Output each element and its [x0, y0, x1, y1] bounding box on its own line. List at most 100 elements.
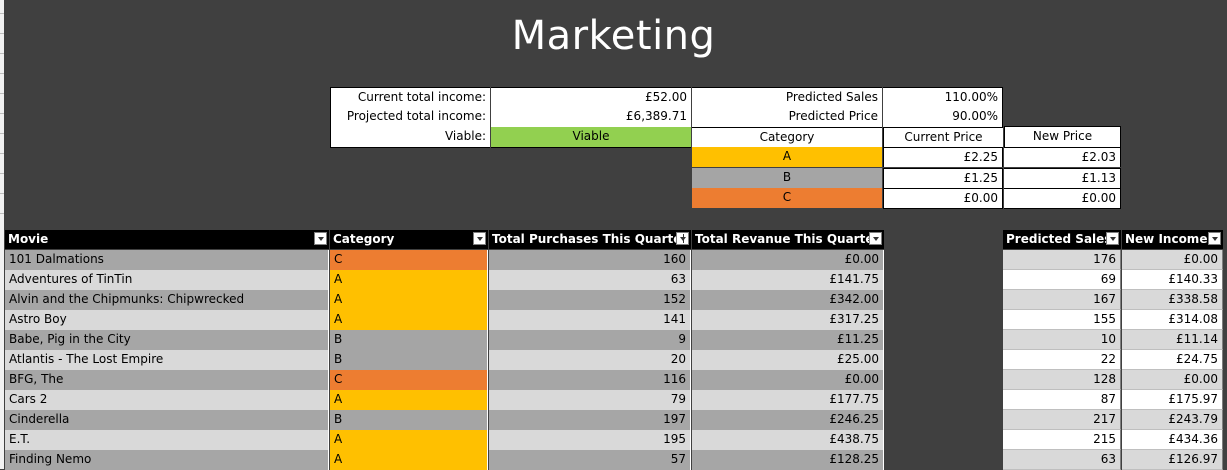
new-income-cell[interactable]: £140.33 [1122, 270, 1223, 290]
predicted-sales-cell[interactable]: 176 [1003, 250, 1121, 270]
revenue-cell[interactable]: £317.25 [692, 310, 884, 330]
predicted-price-value[interactable]: 90.00% [883, 107, 1003, 127]
predicted-sales-cell[interactable]: 128 [1003, 370, 1121, 390]
revenue-cell[interactable]: £25.00 [692, 350, 884, 370]
predicted-sales-cell[interactable]: 87 [1003, 390, 1121, 410]
movie-title-cell[interactable]: Astro Boy [5, 310, 329, 330]
viable-label[interactable]: Viable: [330, 127, 490, 148]
movie-title-cell[interactable]: Finding Nemo [5, 450, 329, 470]
predicted-sales-label[interactable]: Predicted Sales [692, 87, 882, 107]
predicted-sales-cell[interactable]: 22 [1003, 350, 1121, 370]
category-cell[interactable]: B [330, 330, 488, 350]
purchases-cell[interactable]: 197 [489, 410, 691, 430]
revenue-cell[interactable]: £0.00 [692, 370, 884, 390]
revenue-cell[interactable]: £342.00 [692, 290, 884, 310]
purchases-cell[interactable]: 9 [489, 330, 691, 350]
new-income-cell[interactable]: £314.08 [1122, 310, 1223, 330]
column-header-new-income[interactable]: New Income [1122, 230, 1223, 249]
purchases-cell[interactable]: 152 [489, 290, 691, 310]
viable-value[interactable]: Viable [491, 127, 691, 148]
price-row-c-category[interactable]: C [692, 188, 882, 208]
price-header-new[interactable]: New Price [1004, 126, 1121, 147]
predicted-sales-value[interactable]: 110.00% [883, 87, 1003, 107]
predicted-sales-cell[interactable]: 167 [1003, 290, 1121, 310]
price-row-c-current[interactable]: £0.00 [883, 188, 1003, 209]
revenue-cell[interactable]: £0.00 [692, 250, 884, 270]
category-cell[interactable]: A [330, 390, 488, 410]
price-header-category[interactable]: Category [692, 127, 882, 147]
movie-title-cell[interactable]: Adventures of TinTin [5, 270, 329, 290]
new-income-cell[interactable]: £0.00 [1122, 370, 1223, 390]
projected-income-label[interactable]: Projected total income: [330, 107, 490, 127]
movie-title-cell[interactable]: Cars 2 [5, 390, 329, 410]
new-income-cell[interactable]: £243.79 [1122, 410, 1223, 430]
current-income-value[interactable]: £52.00 [491, 87, 691, 107]
category-cell[interactable]: A [330, 450, 488, 470]
column-header-purchases[interactable]: Total Purchases This Quarter [489, 230, 691, 249]
price-row-a-category[interactable]: A [692, 147, 882, 167]
new-income-cell[interactable]: £11.14 [1122, 330, 1223, 350]
purchases-cell[interactable]: 116 [489, 370, 691, 390]
purchases-cell[interactable]: 141 [489, 310, 691, 330]
revenue-cell[interactable]: £438.75 [692, 430, 884, 450]
movie-title-cell[interactable]: Alvin and the Chipmunks: Chipwrecked [5, 290, 329, 310]
filter-dropdown-icon[interactable] [869, 232, 882, 245]
revenue-cell[interactable]: £11.25 [692, 330, 884, 350]
purchases-cell[interactable]: 63 [489, 270, 691, 290]
new-income-cell[interactable]: £434.36 [1122, 430, 1223, 450]
purchases-cell[interactable]: 57 [489, 450, 691, 470]
predicted-price-label[interactable]: Predicted Price [692, 107, 882, 127]
predicted-sales-cell[interactable]: 155 [1003, 310, 1121, 330]
revenue-cell[interactable]: £128.25 [692, 450, 884, 470]
revenue-cell[interactable]: £246.25 [692, 410, 884, 430]
price-row-b-new[interactable]: £1.13 [1004, 168, 1121, 188]
price-row-a-current[interactable]: £2.25 [883, 147, 1003, 167]
movie-title-cell[interactable]: E.T. [5, 430, 329, 450]
category-cell[interactable]: A [330, 430, 488, 450]
movie-title-cell[interactable]: Babe, Pig in the City [5, 330, 329, 350]
category-cell[interactable]: A [330, 270, 488, 290]
category-cell[interactable]: B [330, 350, 488, 370]
sort-filter-icon[interactable] [676, 232, 689, 245]
predicted-sales-cell[interactable]: 10 [1003, 330, 1121, 350]
new-income-cell[interactable]: £175.97 [1122, 390, 1223, 410]
category-cell[interactable]: C [330, 370, 488, 390]
purchases-cell[interactable]: 20 [489, 350, 691, 370]
filter-dropdown-icon[interactable] [473, 232, 486, 245]
price-row-c-new[interactable]: £0.00 [1004, 188, 1121, 209]
price-row-b-current[interactable]: £1.25 [883, 168, 1003, 188]
category-cell[interactable]: A [330, 310, 488, 330]
price-row-a-new[interactable]: £2.03 [1004, 147, 1121, 167]
purchases-cell[interactable]: 160 [489, 250, 691, 270]
revenue-cell[interactable]: £177.75 [692, 390, 884, 410]
price-row-b-category[interactable]: B [692, 168, 882, 188]
category-cell[interactable]: A [330, 290, 488, 310]
price-header-current[interactable]: Current Price [883, 127, 1003, 147]
category-cell[interactable]: C [330, 250, 488, 270]
movie-title-cell[interactable]: BFG, The [5, 370, 329, 390]
movie-title-cell[interactable]: 101 Dalmations [5, 250, 329, 270]
filter-dropdown-icon[interactable] [314, 232, 327, 245]
predicted-sales-cell[interactable]: 63 [1003, 450, 1121, 470]
projected-income-value[interactable]: £6,389.71 [491, 107, 691, 127]
filter-dropdown-icon[interactable] [1208, 232, 1221, 245]
new-income-cell[interactable]: £0.00 [1122, 250, 1223, 270]
category-cell[interactable]: B [330, 410, 488, 430]
purchases-cell[interactable]: 79 [489, 390, 691, 410]
current-income-label[interactable]: Current total income: [330, 87, 490, 107]
revenue-cell[interactable]: £141.75 [692, 270, 884, 290]
predicted-sales-cell[interactable]: 69 [1003, 270, 1121, 290]
new-income-cell[interactable]: £338.58 [1122, 290, 1223, 310]
new-income-cell[interactable]: £24.75 [1122, 350, 1223, 370]
column-header-predicted-sales[interactable]: Predicted Sales [1003, 230, 1121, 249]
column-header-movie[interactable]: Movie [5, 230, 329, 249]
movie-title-cell[interactable]: Atlantis - The Lost Empire [5, 350, 329, 370]
predicted-sales-cell[interactable]: 215 [1003, 430, 1121, 450]
column-header-revenue[interactable]: Total Revanue This Quarter [692, 230, 884, 249]
movie-title-cell[interactable]: Cinderella [5, 410, 329, 430]
predicted-sales-cell[interactable]: 217 [1003, 410, 1121, 430]
filter-dropdown-icon[interactable] [1106, 232, 1119, 245]
purchases-cell[interactable]: 195 [489, 430, 691, 450]
new-income-cell[interactable]: £126.97 [1122, 450, 1223, 470]
column-header-category[interactable]: Category [330, 230, 488, 249]
